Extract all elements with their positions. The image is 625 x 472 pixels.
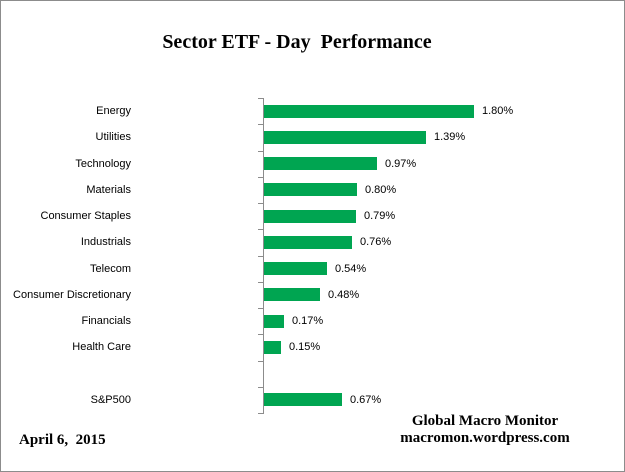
axis-tick bbox=[258, 334, 264, 335]
value-label-industrials: 0.76% bbox=[360, 236, 392, 249]
axis-tick bbox=[258, 124, 264, 125]
category-label-blank-row-10 bbox=[1, 361, 131, 387]
axis-tick bbox=[258, 177, 264, 178]
bar-consumer-discretionary bbox=[264, 288, 320, 301]
bar-financials bbox=[264, 315, 284, 328]
value-label-utilities: 1.39% bbox=[434, 131, 466, 144]
axis-tick bbox=[258, 361, 264, 362]
chart-title: Sector ETF - Day Performance bbox=[162, 31, 432, 53]
axis-tick bbox=[258, 308, 264, 309]
bar-telecom bbox=[264, 262, 327, 275]
category-label-telecom: Telecom bbox=[90, 262, 131, 275]
bar-health-care bbox=[264, 341, 281, 354]
value-label-health-care: 0.15% bbox=[289, 341, 321, 354]
axis-tick bbox=[258, 282, 264, 283]
category-label-energy: Energy bbox=[96, 105, 131, 117]
category-label-health-care: Health Care bbox=[72, 341, 131, 354]
bar-technology bbox=[264, 157, 377, 170]
category-label-consumer-discretionary: Consumer Discretionary bbox=[13, 288, 131, 301]
value-label-technology: 0.97% bbox=[385, 157, 417, 170]
value-label-telecom: 0.54% bbox=[335, 262, 367, 275]
axis-tick bbox=[258, 203, 264, 204]
attribution: Global Macro Monitor macromon.wordpress.… bbox=[345, 413, 624, 447]
date-label: April 6, 2015 bbox=[19, 432, 106, 448]
bar-energy bbox=[264, 105, 474, 118]
category-label-industrials: Industrials bbox=[80, 236, 131, 249]
category-label-s-p500: S&P500 bbox=[90, 393, 131, 406]
bar-consumer-staples bbox=[264, 210, 356, 223]
value-label-s-p500: 0.67% bbox=[350, 393, 382, 406]
value-label-materials: 0.80% bbox=[365, 183, 397, 196]
category-label-consumer-staples: Consumer Staples bbox=[40, 210, 132, 222]
category-label-materials: Materials bbox=[86, 183, 131, 196]
axis-tick bbox=[258, 229, 264, 230]
category-label-technology: Technology bbox=[75, 157, 131, 170]
axis-tick bbox=[258, 413, 264, 414]
attribution-line2: macromon.wordpress.com bbox=[400, 430, 570, 446]
category-label-financials: Financials bbox=[81, 315, 131, 327]
bar-s-p500 bbox=[264, 393, 342, 406]
value-label-consumer-staples: 0.79% bbox=[364, 210, 396, 222]
axis-tick bbox=[258, 387, 264, 388]
value-label-financials: 0.17% bbox=[292, 315, 324, 327]
axis-tick bbox=[258, 256, 264, 257]
value-label-consumer-discretionary: 0.48% bbox=[328, 288, 360, 301]
value-label-energy: 1.80% bbox=[482, 105, 514, 117]
category-label-utilities: Utilities bbox=[95, 131, 131, 144]
axis-tick bbox=[258, 98, 264, 99]
bar-utilities bbox=[264, 131, 426, 144]
bar-industrials bbox=[264, 236, 352, 249]
axis-tick bbox=[258, 151, 264, 152]
attribution-line1: Global Macro Monitor bbox=[411, 413, 559, 429]
bar-materials bbox=[264, 183, 357, 196]
